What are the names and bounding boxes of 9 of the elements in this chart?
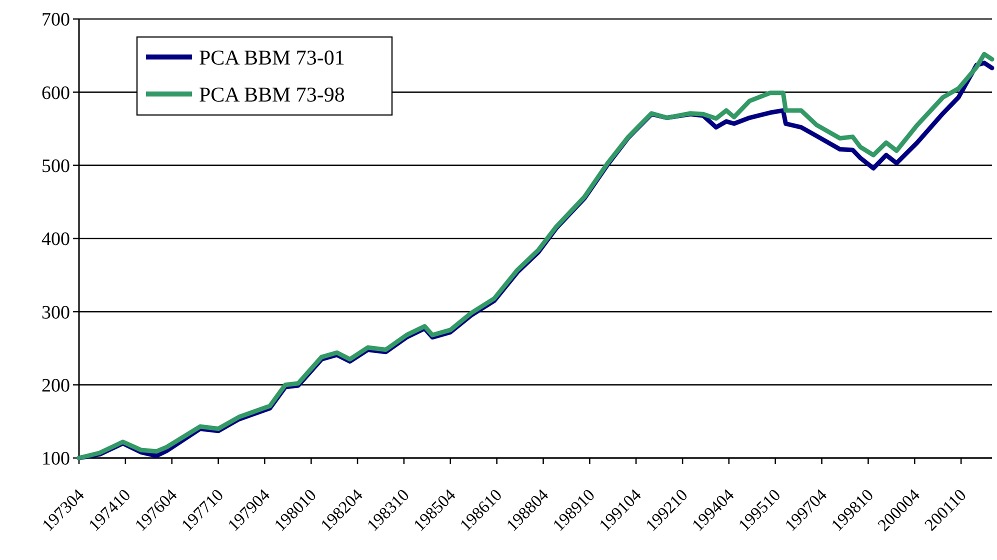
y-tick-label: 600 — [42, 82, 70, 104]
y-tick-label: 700 — [42, 10, 70, 31]
legend-label: PCA BBM 73-01 — [199, 45, 345, 70]
y-tick-label: 500 — [42, 156, 70, 177]
y-tick-label: 200 — [42, 375, 70, 396]
y-tick-label: 400 — [42, 229, 70, 250]
y-tick-label: 300 — [42, 302, 70, 324]
legend-label: PCA BBM 73-98 — [199, 82, 345, 106]
y-tick-label: 100 — [42, 448, 70, 470]
